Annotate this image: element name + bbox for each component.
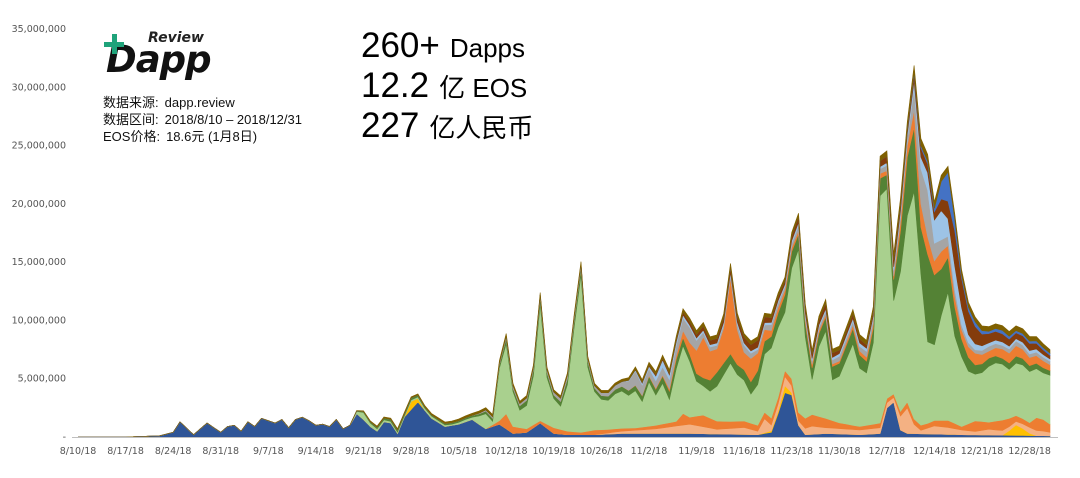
x-tick-label: 8/10/18: [60, 446, 97, 457]
y-tick-label: -: [63, 432, 66, 443]
y-tick-label: 20,000,000: [12, 199, 66, 210]
x-tick-label: 11/16/18: [723, 446, 766, 457]
x-tick-label: 10/19/18: [532, 446, 575, 457]
x-tick-label: 12/28/18: [1008, 446, 1051, 457]
y-tick-label: 35,000,000: [12, 24, 66, 35]
stat-rmb-number: 227: [361, 106, 420, 145]
x-tick-label: 10/5/18: [440, 446, 477, 457]
x-tick-label: 10/26/18: [580, 446, 623, 457]
y-tick-label: 30,000,000: [12, 82, 66, 93]
stat-dapps-unit: Dapps: [449, 33, 525, 63]
logo-plus-icon: [104, 34, 124, 54]
y-tick-label: 25,000,000: [12, 141, 66, 152]
x-tick-label: 11/9/18: [678, 446, 715, 457]
range-row: 数据区间: 2018/8/10 – 2018/12/31: [103, 111, 302, 128]
x-tick-label: 8/31/18: [202, 446, 239, 457]
price-value: 18.6元 (1月8日): [166, 129, 258, 144]
y-tick-label: 5,000,000: [18, 374, 66, 385]
x-tick-label: 11/30/18: [818, 446, 861, 457]
series-areas: [78, 65, 1051, 438]
stat-dapps-number: 260+: [361, 26, 440, 65]
stat-eos-number: 12.2: [361, 66, 430, 105]
x-tick-label: 12/14/18: [913, 446, 956, 457]
stat-dapps: 260+ Dapps: [361, 26, 533, 66]
x-tick-label: 9/28/18: [393, 446, 430, 457]
x-tick-label: 9/14/18: [298, 446, 335, 457]
stat-rmb: 227 亿人民币: [361, 106, 533, 146]
stat-eos-unit: 亿 EOS: [439, 73, 528, 103]
x-tick-label: 10/12/18: [485, 446, 528, 457]
x-axis-ticks: 8/10/18 8/17/18 8/24/18 8/31/18 9/7/18 9/14/1…: [60, 446, 1051, 457]
stat-rmb-unit: 亿人民币: [429, 113, 534, 143]
source-row: 数据来源: dapp.review: [103, 94, 302, 111]
range-value: 2018/8/10 – 2018/12/31: [164, 112, 302, 127]
y-axis-ticks: - 5,000,000 10,000,000 15,000,000 20,000,000…: [12, 24, 66, 443]
logo-review-text: Review: [148, 30, 204, 46]
x-tick-label: 9/21/18: [345, 446, 382, 457]
x-tick-label: 12/21/18: [961, 446, 1004, 457]
price-label: EOS价格:: [103, 129, 161, 144]
y-tick-label: 15,000,000: [12, 257, 66, 268]
summary-stats: 260+ Dapps 12.2 亿 EOS 227 亿人民币: [361, 26, 533, 146]
x-tick-label: 11/2/18: [631, 446, 668, 457]
dapp-review-logo: Review Dapp: [104, 30, 214, 82]
source-value: dapp.review: [164, 95, 235, 110]
stat-eos: 12.2 亿 EOS: [361, 66, 533, 106]
price-row: EOS价格: 18.6元 (1月8日): [103, 128, 302, 145]
range-label: 数据区间:: [103, 112, 159, 127]
area-series-11: [78, 65, 1051, 438]
x-tick-label: 8/17/18: [107, 446, 144, 457]
x-tick-label: 11/23/18: [770, 446, 813, 457]
x-tick-label: 9/7/18: [253, 446, 284, 457]
y-tick-label: 10,000,000: [12, 315, 66, 326]
x-tick-label: 12/7/18: [869, 446, 906, 457]
x-tick-label: 8/24/18: [155, 446, 192, 457]
source-info: 数据来源: dapp.review 数据区间: 2018/8/10 – 2018/1…: [103, 94, 302, 145]
source-label: 数据来源:: [103, 95, 159, 110]
